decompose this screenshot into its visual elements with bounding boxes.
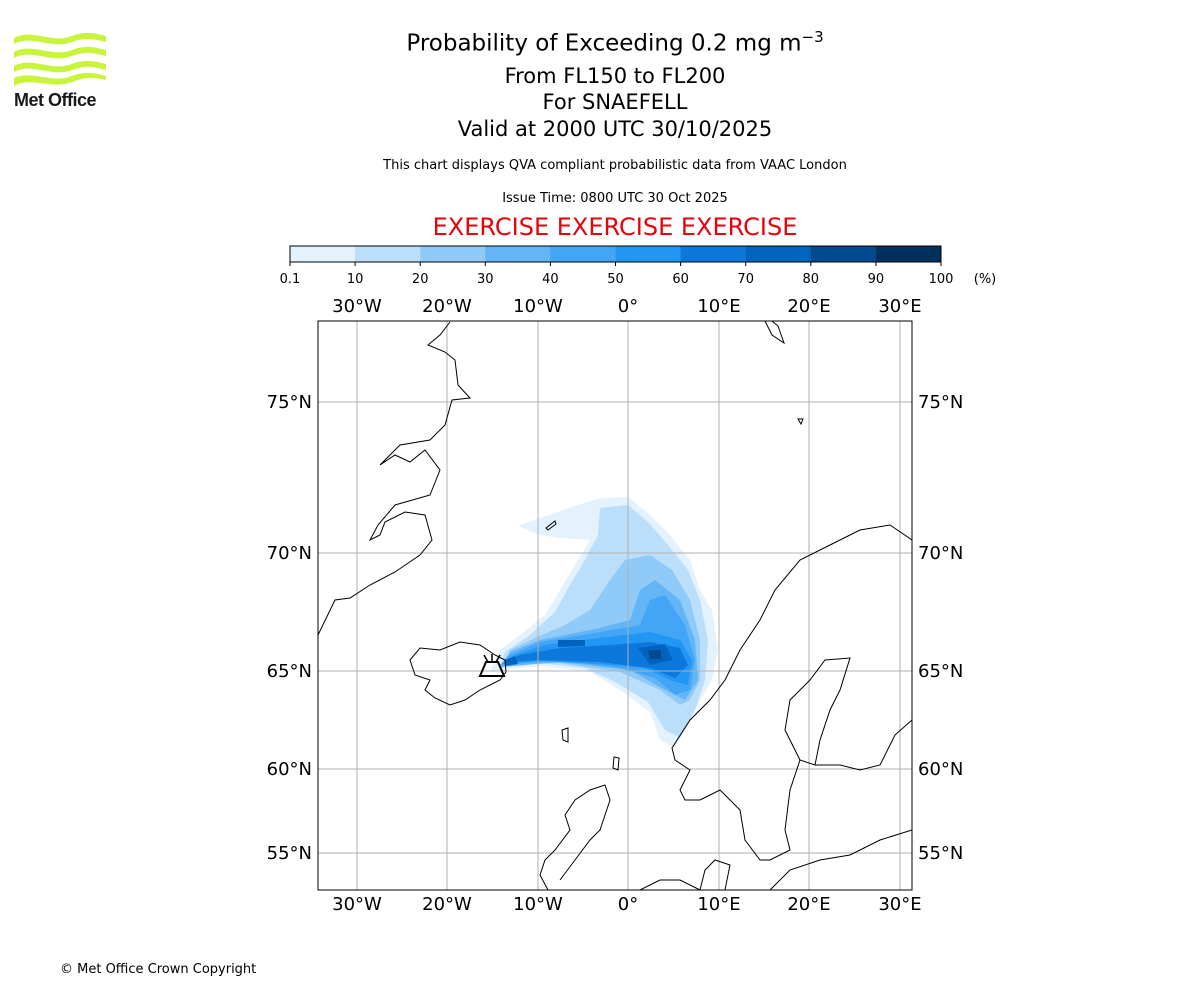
lat-label-left: 75°N [267, 392, 312, 413]
colorbar-tick-label: 60 [672, 272, 689, 287]
lon-label-top: 10°E [697, 296, 740, 317]
volcano-icon [478, 654, 506, 677]
colorbar-segment [290, 246, 356, 262]
bothnia-coast [784, 657, 851, 766]
map-area: 30°W 30°W 20°W 20°W 10°W 10°W 0° 0° 10°E 10°E 20°E… [267, 296, 964, 915]
issue-time: Issue Time: 0800 UTC 30 Oct 2025 [502, 191, 728, 206]
denmark-coast [699, 859, 731, 890]
lon-label-bottom: 30°W [332, 894, 382, 915]
colorbar-segment [485, 246, 551, 262]
colorbar-segment [615, 246, 682, 262]
bear-island-coast [797, 418, 804, 426]
volcano-name: For SNAEFELL [542, 90, 688, 114]
map-content [318, 321, 912, 890]
lat-label-right: 70°N [918, 543, 963, 564]
colorbar-tick-label: 0.1 [280, 272, 301, 287]
volcano-plume-lines [483, 654, 501, 663]
lon-label-bottom: 20°W [422, 894, 472, 915]
lat-label-right: 60°N [918, 759, 963, 780]
colorbar-tick-label: 30 [477, 272, 494, 287]
jan-mayen-coast [545, 520, 557, 531]
lon-label-bottom: 30°E [878, 894, 921, 915]
colorbar-segment [355, 246, 421, 262]
lon-label-top: 30°W [332, 296, 382, 317]
colorbar-tick-label: 50 [607, 272, 624, 287]
lon-label-top: 20°E [787, 296, 830, 317]
colorbar-unit: (%) [974, 272, 997, 287]
faroe-coast [561, 727, 569, 743]
colorbar-tick-label: 40 [542, 272, 559, 287]
lon-label-bottom: 0° [618, 894, 638, 915]
lat-label-left: 65°N [267, 661, 312, 682]
copyright: © Met Office Crown Copyright [60, 962, 257, 977]
flight-levels: From FL150 to FL200 [504, 64, 726, 88]
chart-title: Probability of Exceeding 0.2 mg m−3 [406, 28, 824, 57]
colorbar-tick-label: 20 [412, 272, 429, 287]
lat-label-left: 55°N [267, 843, 312, 864]
colorbar-segment [875, 246, 942, 262]
lat-label-right: 75°N [918, 392, 963, 413]
valid-time: Valid at 2000 UTC 30/10/2025 [457, 117, 773, 141]
svalbard-coast [764, 321, 785, 345]
baltic-coast [769, 829, 912, 890]
shetland-coast [612, 756, 620, 771]
data-note: This chart displays QVA compliant probab… [383, 158, 847, 173]
colorbar: 0.1 10 20 30 40 50 60 70 80 90 100 (%) [280, 245, 997, 287]
lon-label-top: 30°E [878, 296, 921, 317]
lon-label-bottom: 20°E [787, 894, 830, 915]
colorbar-segment [420, 246, 486, 262]
lon-label-top: 20°W [422, 296, 472, 317]
lat-label-left: 60°N [267, 759, 312, 780]
colorbar-segment [680, 246, 747, 262]
greenland-coast [318, 321, 472, 636]
scandinavia-coast [671, 524, 912, 861]
colorbar-segment [550, 246, 616, 262]
lon-label-bottom: 10°W [513, 894, 563, 915]
exercise-banner: EXERCISE EXERCISE EXERCISE [432, 213, 798, 241]
colorbar-tick-label: 80 [803, 272, 820, 287]
volcano-cone [478, 661, 506, 677]
colorbar-tick-label: 100 [929, 272, 954, 287]
lat-label-left: 70°N [267, 543, 312, 564]
lon-label-top: 0° [618, 296, 638, 317]
colorbar-tick-label: 10 [347, 272, 364, 287]
lat-label-right: 55°N [918, 843, 963, 864]
lat-label-right: 65°N [918, 661, 963, 682]
plume-region [505, 656, 518, 666]
colorbar-segment [810, 246, 877, 262]
plume-region [558, 640, 585, 647]
britain-coast [539, 784, 611, 890]
lon-label-bottom: 10°E [697, 894, 740, 915]
colorbar-tick-label: 90 [868, 272, 885, 287]
map-frame [317, 320, 913, 891]
plume-region [648, 650, 661, 659]
lon-label-top: 10°W [513, 296, 563, 317]
iceland-coast [409, 641, 507, 706]
met-office-logo [14, 32, 106, 86]
colorbar-segment [745, 246, 812, 262]
continent-coast [639, 879, 701, 890]
logo-text: Met Office [14, 90, 97, 110]
colorbar-tick-label: 70 [737, 272, 754, 287]
